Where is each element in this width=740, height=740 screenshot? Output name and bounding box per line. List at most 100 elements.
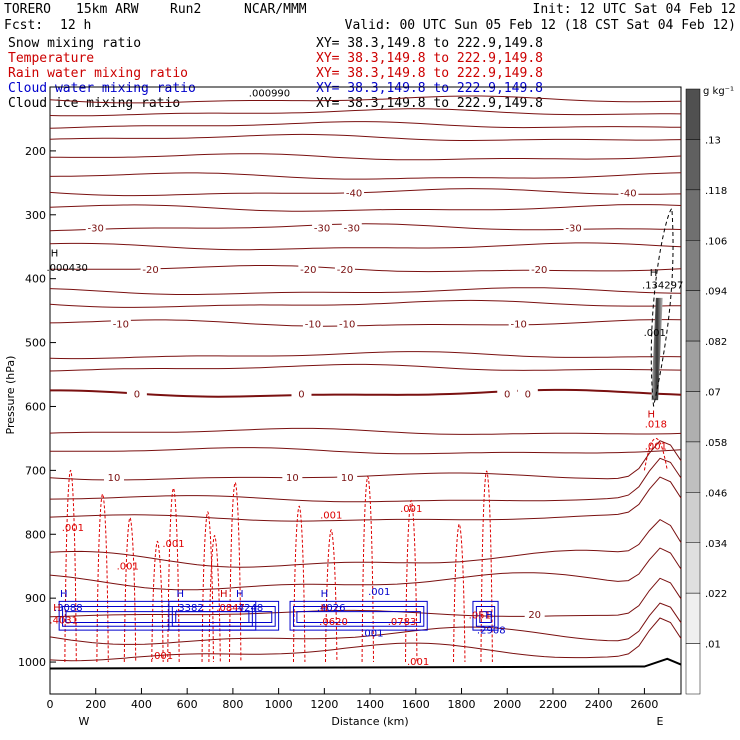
isotherm [49, 172, 682, 180]
colorbar-swatch [685, 240, 701, 291]
isotherm [49, 204, 682, 212]
colorbar-swatch [685, 391, 701, 443]
label-knockout [110, 318, 131, 330]
isotherm [49, 287, 682, 295]
rain-label: .0847 [216, 603, 245, 614]
field-xy: XY= 38.3,149.8 to 222.9,149.8 [316, 66, 543, 81]
field-xy: XY= 38.3,149.8 to 222.9,149.8 [316, 81, 543, 96]
colorbar-swatch [685, 643, 701, 695]
y-tick-label: 900 [25, 592, 46, 605]
rain-label: .001 [407, 657, 429, 668]
isotherm [49, 476, 682, 522]
isotherm [49, 242, 682, 251]
y-axis-title: Pressure (hPa) [4, 356, 17, 435]
isotherm-label: 0 [504, 390, 510, 401]
x-tick-label: 0 [47, 698, 54, 711]
isotherm [49, 363, 682, 372]
cloud-water-contour [296, 611, 421, 623]
rain-contour [167, 487, 180, 663]
isotherm-label: -40 [620, 188, 636, 199]
isotherm-label: 10 [108, 473, 121, 484]
rain-contour [480, 470, 493, 663]
x-tick-label: 2200 [539, 698, 567, 711]
x-tick-label: 600 [177, 698, 198, 711]
isotherm-label: -10 [339, 319, 355, 330]
colorbar-label: .07 [705, 388, 721, 399]
cloud-ice-label: .001 [644, 328, 666, 339]
isotherm-label: 10 [341, 473, 354, 484]
x-tick-label: 2000 [493, 698, 521, 711]
colorbar-swatch [685, 139, 701, 191]
label-knockout [302, 318, 323, 330]
isotherm-label: -20 [531, 265, 547, 276]
y-tick-label: 300 [25, 209, 46, 222]
isotherm [49, 547, 682, 591]
isotherm-labeled [49, 319, 682, 327]
x-tick-label: 1200 [310, 698, 338, 711]
rain-contour [292, 505, 306, 663]
isotherm-label: 0 [525, 390, 531, 401]
rain-contour [324, 529, 338, 663]
field-name: Cloud water mixing ratio [8, 81, 196, 96]
field-name: Temperature [8, 51, 94, 66]
isotherm-label: -10 [511, 319, 527, 330]
isotherm [49, 518, 682, 568]
colorbar-swatch [685, 592, 701, 644]
cloud-water-label: .3088 [54, 603, 83, 614]
rain-label: .018 [645, 420, 667, 431]
isotherm-label: -10 [113, 319, 129, 330]
cloud-water-label: .001 [361, 628, 383, 639]
label-knockout [508, 318, 529, 330]
cloud-water-label: .4248 [235, 603, 264, 614]
maximum-marker: H [321, 589, 329, 600]
label-knockout [618, 187, 639, 199]
snow-contour [650, 207, 674, 407]
x-tick-label: 1600 [402, 698, 430, 711]
maximum-marker: H [485, 611, 493, 622]
label-knockout [563, 222, 584, 234]
cloud-water-contour [292, 605, 425, 627]
maximum-marker: H [321, 603, 329, 614]
endpoint-left: W [79, 715, 90, 728]
isotherm-label: -10 [305, 319, 321, 330]
isotherm [49, 351, 682, 360]
fcst-value: 12 h [60, 18, 91, 33]
isotherm-labeled [49, 440, 682, 481]
isotherm-label: -30 [565, 224, 581, 235]
field-xy: XY= 38.3,149.8 to 222.9,149.8 [316, 36, 543, 51]
rain-contour [201, 511, 214, 663]
cloud-ice-label: .000990 [249, 89, 290, 100]
rain-contour [643, 437, 668, 471]
x-tick-label: 2400 [585, 698, 613, 711]
isotherm-label: -30 [88, 224, 104, 235]
rain-label: .001 [400, 504, 422, 515]
cloud-water-contour [171, 605, 253, 627]
rain-contour [453, 523, 466, 663]
isotherm-label: 10 [286, 473, 299, 484]
cloud-ice-field [650, 207, 674, 407]
endpoint-right: E [657, 715, 664, 728]
isotherm-label: -30 [314, 224, 330, 235]
model-name: TORERO [4, 2, 51, 17]
isotherm-labeled [50, 388, 682, 398]
fcst-label: Fcst: [4, 18, 43, 33]
field-name: Snow mixing ratio [8, 36, 141, 51]
rain-label: .051 [469, 611, 491, 622]
init-time: Init: 12 UTC Sat 04 Feb 12 [533, 2, 737, 17]
cloud-ice-label: .134297 [642, 280, 683, 291]
isotherm-labeled [49, 577, 682, 618]
label-knockout [337, 318, 358, 330]
isotherm-label: 0 [298, 390, 304, 401]
rain-contour [361, 476, 375, 663]
maximum-marker: H [648, 409, 656, 420]
cloud-ice-label: .000430 [46, 263, 87, 274]
colorbar-label: .046 [705, 488, 727, 499]
isotherm-label: -40 [346, 188, 362, 199]
colorbar-label: .082 [705, 337, 727, 348]
colorbar-label: .034 [705, 539, 727, 550]
colorbar-label: .13 [705, 135, 721, 146]
cloud-water-contour [472, 600, 499, 631]
rain-water-contours [64, 437, 668, 663]
temperature-contours: -40 -40 -30 -30 -30 -30 -20 -20 -20 -20 -10 -10 -10 -… [49, 95, 682, 670]
rain-label: .4031 [49, 616, 78, 627]
